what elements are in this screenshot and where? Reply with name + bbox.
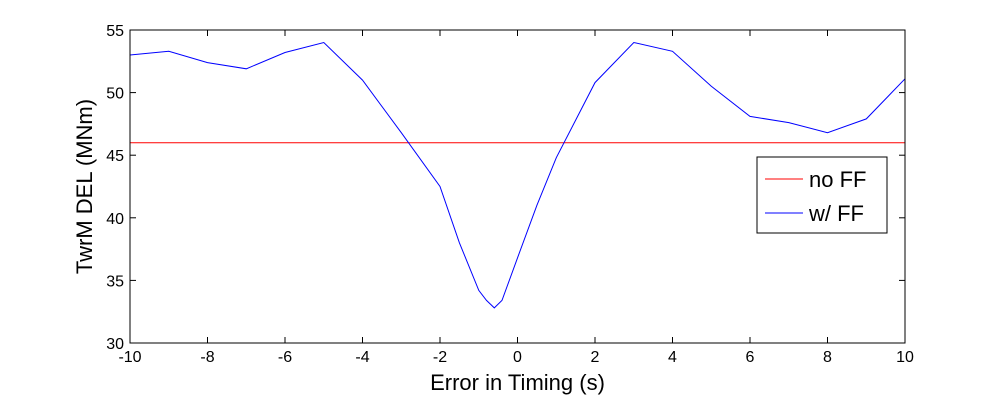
tick-layer: -10 -8 -6 -4 -2 0 2 4 6 8 10 30 35 40 45 50 55: [106, 23, 914, 366]
y-tick-label: 30: [106, 336, 124, 353]
x-axis-label: Error in Timing (s): [430, 370, 605, 395]
x-tick-label: 10: [896, 349, 914, 366]
y-tick-label: 35: [106, 273, 124, 290]
x-tick-label: -8: [200, 349, 214, 366]
x-tick-label: 0: [513, 349, 522, 366]
y-tick-label: 40: [106, 211, 124, 228]
y-tick-label: 55: [106, 23, 124, 40]
x-tick-label: -2: [433, 349, 447, 366]
series-line-w-ff: [129, 41, 906, 309]
y-tick-label: 50: [106, 86, 124, 103]
legend-label-no-ff: no FF: [809, 167, 866, 192]
x-tick-label: 8: [823, 349, 832, 366]
x-tick-label: -10: [118, 349, 141, 366]
x-tick-label: 6: [746, 349, 755, 366]
x-tick-label: 4: [668, 349, 677, 366]
y-axis-label: TwrM DEL (MNm): [72, 99, 97, 274]
legend-label-w-ff: w/ FF: [808, 201, 864, 226]
y-tick-label: 45: [106, 148, 124, 165]
x-tick-label: -4: [355, 349, 369, 366]
x-tick-label: 2: [591, 349, 600, 366]
x-tick-label: -6: [278, 349, 292, 366]
legend: no FF w/ FF: [756, 156, 888, 234]
legend-box: [756, 156, 888, 234]
series-layer: [129, 41, 906, 309]
